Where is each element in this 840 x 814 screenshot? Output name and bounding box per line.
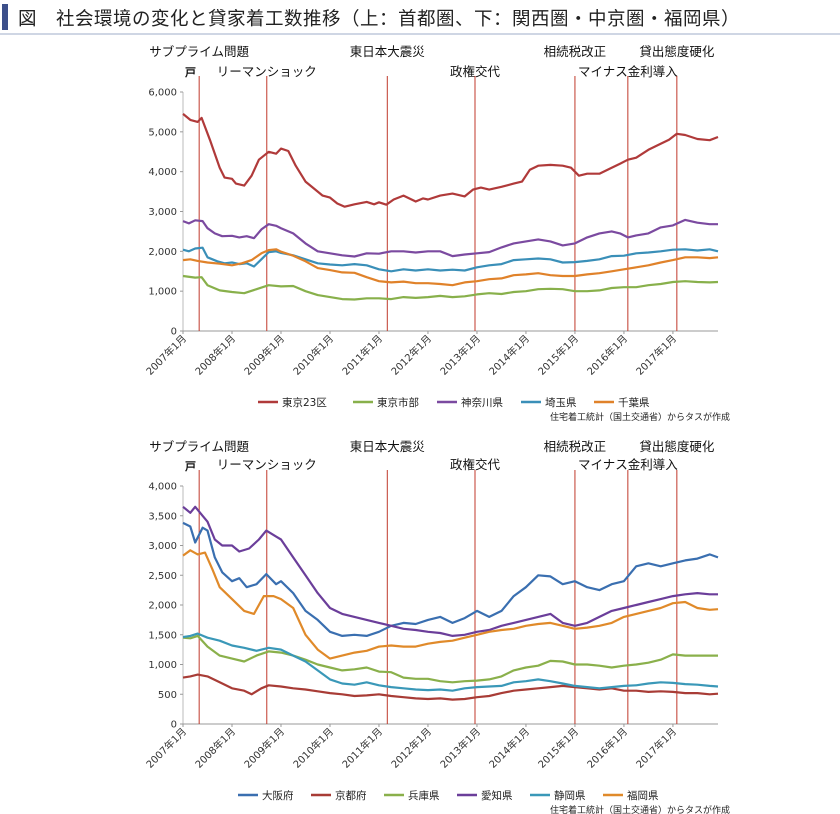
- y-tick-label: 2,000: [148, 601, 177, 612]
- x-tick-label: 2011年1月: [339, 725, 385, 771]
- x-tick-label: 2007年1月: [143, 725, 189, 771]
- x-tick-label: 2015年1月: [535, 332, 581, 378]
- x-tick-label: 2013年1月: [437, 332, 483, 378]
- legend-label: 東京市部: [377, 396, 419, 409]
- x-tick-label: 2008年1月: [192, 725, 238, 771]
- legend-label: 千葉県: [618, 396, 650, 409]
- event-label: 相続税改正: [544, 44, 607, 59]
- y-tick-label: 2,000: [148, 247, 177, 258]
- source-note: 住宅着工統計（国土交通省）からタスが作成: [550, 411, 730, 423]
- legend-label: 愛知県: [481, 789, 513, 802]
- y-tick-label: 0: [171, 720, 177, 731]
- event-label: マイナス金利導入: [578, 64, 678, 79]
- x-tick-label: 2016年1月: [584, 332, 630, 378]
- y-tick-label: 6,000: [148, 88, 177, 99]
- title-accent-bar: [2, 4, 8, 30]
- event-label: サブプライム問題: [149, 439, 249, 454]
- series-line-1: [182, 113, 719, 208]
- x-tick-label: 2011年1月: [339, 332, 385, 378]
- x-tick-label: 2012年1月: [388, 332, 434, 378]
- event-label: 東日本大震災: [350, 439, 426, 454]
- y-tick-label: 3,000: [148, 541, 177, 552]
- x-tick-label: 2009年1月: [241, 725, 287, 771]
- event-label: 東日本大震災: [350, 44, 426, 59]
- y-unit-label: 戸: [185, 66, 196, 79]
- legend-label: 埼玉県: [545, 396, 577, 409]
- series-line-2: [182, 274, 719, 301]
- source-note: 住宅着工統計（国土交通省）からタスが作成: [550, 804, 730, 814]
- page-title: 図 社会環境の変化と貸家着工数推移（上：首都圏、下：関西圏・中京圏・福岡県）: [18, 9, 741, 30]
- event-label: リーマンショック: [217, 64, 317, 79]
- event-label: 貸出態度硬化: [639, 44, 715, 59]
- x-tick-label: 2016年1月: [584, 725, 630, 771]
- series-line-5: [182, 632, 719, 692]
- y-tick-label: 3,500: [148, 511, 177, 522]
- y-tick-label: 500: [158, 690, 177, 701]
- legend-label: 福岡県: [627, 789, 659, 802]
- title-bar: 図 社会環境の変化と貸家着工数推移（上：首都圏、下：関西圏・中京圏・福岡県）: [0, 0, 840, 35]
- x-tick-label: 2017年1月: [633, 332, 679, 378]
- legend-label: 静岡県: [554, 789, 586, 802]
- x-tick-label: 2008年1月: [192, 332, 238, 378]
- event-label: リーマンショック: [217, 457, 317, 472]
- x-tick-label: 2014年1月: [486, 725, 532, 771]
- series-line-6: [182, 549, 719, 660]
- legend-label: 大阪府: [262, 789, 294, 802]
- event-label: 貸出態度硬化: [639, 439, 715, 454]
- chart-kansai-chukyo-fukuoka: 0 500 1,000 1,500 2,000 2,500 3,000 3,500 4,000 戸…: [143, 439, 730, 814]
- x-tick-label: 2012年1月: [388, 725, 434, 771]
- legend-label: 東京23区: [282, 396, 327, 409]
- y-tick-label: 2,500: [148, 571, 177, 582]
- legend-label: 神奈川県: [461, 396, 503, 409]
- y-tick-label: 1,500: [148, 630, 177, 641]
- series-line-3: [182, 218, 718, 258]
- x-tick-label: 2009年1月: [241, 332, 287, 378]
- event-label: サブプライム問題: [149, 44, 249, 59]
- event-label: 政権交代: [450, 457, 501, 472]
- y-tick-label: 5,000: [148, 127, 177, 138]
- series-line-4: [182, 505, 718, 637]
- x-tick-label: 2017年1月: [633, 725, 679, 771]
- y-tick-label: 3,000: [148, 207, 177, 218]
- y-tick-label: 4,000: [148, 167, 177, 178]
- x-tick-label: 2010年1月: [290, 725, 336, 771]
- x-tick-label: 2013年1月: [437, 725, 483, 771]
- series-line-1: [182, 521, 719, 637]
- y-tick-label: 1,000: [148, 287, 177, 298]
- event-label: マイナス金利導入: [578, 457, 678, 472]
- y-tick-label: 1,000: [148, 660, 177, 671]
- x-tick-label: 2014年1月: [486, 332, 532, 378]
- x-tick-label: 2007年1月: [143, 332, 189, 378]
- event-label: 政権交代: [450, 64, 501, 79]
- y-tick-label: 0: [171, 327, 177, 338]
- legend-label: 京都府: [335, 789, 367, 802]
- series-line-3: [182, 634, 718, 684]
- series-line-5: [182, 248, 719, 287]
- y-unit-label: 戸: [185, 460, 196, 473]
- x-tick-label: 2010年1月: [290, 332, 336, 378]
- y-tick-label: 4,000: [148, 482, 177, 493]
- series-line-2: [182, 673, 719, 701]
- x-tick-label: 2015年1月: [535, 725, 581, 771]
- legend-label: 兵庫県: [408, 789, 440, 802]
- event-label: 相続税改正: [544, 439, 607, 454]
